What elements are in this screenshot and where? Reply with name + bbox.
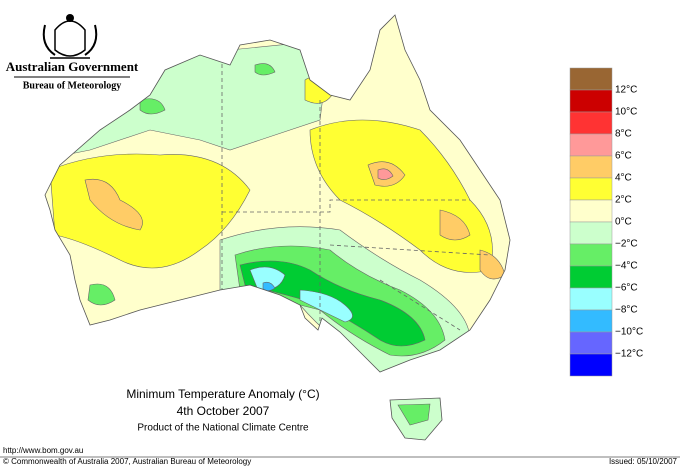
legend-label: −6°C [615, 283, 638, 294]
legend-swatch [569, 89, 613, 113]
coastline [44, 14, 511, 373]
legend-label: 0°C [615, 217, 632, 228]
issued-date: Issued: 05/10/2007 [609, 457, 678, 466]
government-name: Australian Government [6, 59, 139, 74]
legend-label: 6°C [615, 151, 632, 162]
legend-label: −10°C [615, 327, 643, 338]
legend-swatch [569, 353, 613, 377]
legend-swatch [569, 199, 613, 223]
tasmania-anomaly [397, 403, 431, 426]
legend-label: −2°C [615, 239, 638, 250]
map-date: 4th October 2007 [177, 404, 270, 418]
legend-swatch [569, 221, 613, 245]
bureau-name: Bureau of Meteorology [23, 80, 122, 91]
legend-swatch [569, 111, 613, 135]
legend-label: 12°C [615, 85, 637, 96]
legend-label: 10°C [615, 107, 637, 118]
crest [42, 14, 98, 59]
legend-swatch [569, 133, 613, 157]
legend-label: 8°C [615, 129, 632, 140]
legend-swatch [569, 243, 613, 267]
legend: 12°C 10°C 8°C 6°C 4°C 2°C 0°C −2°C −4°C −6°C −8°C −… [569, 67, 643, 377]
legend-label: −8°C [615, 305, 638, 316]
map-title: Minimum Temperature Anomaly (°C) [126, 387, 319, 401]
site-url: http://www.bom.gov.au [3, 446, 83, 455]
legend-label: 2°C [615, 195, 632, 206]
legend-swatch [569, 177, 613, 201]
legend-swatch [569, 67, 613, 91]
legend-label: 4°C [615, 173, 632, 184]
legend-swatch [569, 155, 613, 179]
copyright: © Commonwealth of Australia 2007, Austra… [3, 457, 251, 466]
legend-label: −4°C [615, 261, 638, 272]
map-subtitle: Product of the National Climate Centre [137, 423, 309, 434]
legend-label: −12°C [615, 349, 643, 360]
legend-swatch [569, 309, 613, 333]
legend-swatch [569, 331, 613, 355]
legend-swatch [569, 265, 613, 289]
legend-swatch [569, 287, 613, 311]
